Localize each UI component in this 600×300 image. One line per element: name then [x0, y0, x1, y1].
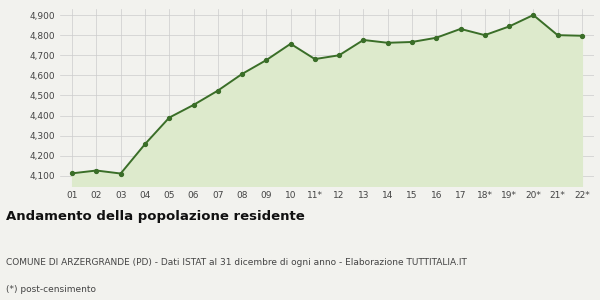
Text: COMUNE DI ARZERGRANDE (PD) - Dati ISTAT al 31 dicembre di ogni anno - Elaborazio: COMUNE DI ARZERGRANDE (PD) - Dati ISTAT … [6, 258, 467, 267]
Text: (*) post-censimento: (*) post-censimento [6, 285, 96, 294]
Text: Andamento della popolazione residente: Andamento della popolazione residente [6, 210, 305, 223]
